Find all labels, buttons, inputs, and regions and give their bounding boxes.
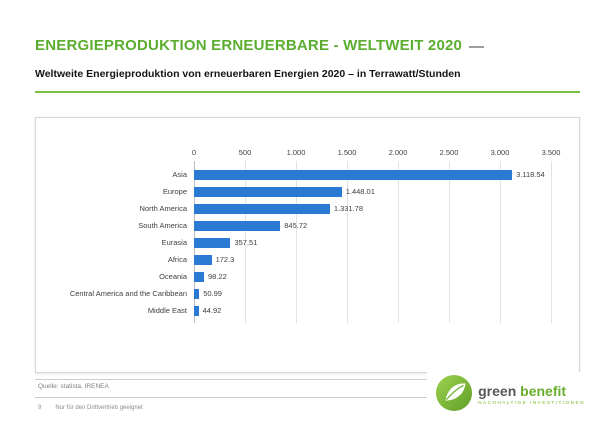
bar-row: 172.3 bbox=[194, 251, 551, 268]
category-labels: Asia Europe North America South America Eura… bbox=[42, 166, 194, 319]
header-divider bbox=[35, 91, 580, 93]
category-label: South America bbox=[138, 220, 187, 230]
source-divider bbox=[35, 379, 580, 380]
value-label: 50.99 bbox=[203, 289, 222, 298]
footer: 9 Nur für den Drittvertrieb geeignet bbox=[38, 405, 143, 411]
bar-row: 845.72 bbox=[194, 217, 551, 234]
value-label: 3.118.54 bbox=[516, 170, 545, 179]
category-label: Asia bbox=[172, 169, 187, 179]
category-label: Central America and the Caribbean bbox=[69, 288, 187, 298]
category-label: Eurasia bbox=[161, 237, 187, 247]
category-label: Africa bbox=[167, 254, 187, 264]
axis-spacer bbox=[42, 148, 194, 161]
bar-chart: 0 500 1.000 1.500 2.000 2.500 3.000 3.500 Asia E… bbox=[42, 148, 560, 323]
value-label: 1.448.01 bbox=[345, 187, 375, 196]
company-logo: green benefit NACHHALTIGE INVESTITIONEN bbox=[427, 372, 585, 418]
bar bbox=[194, 254, 212, 265]
bars-area: 3.118.54 1.448.01 1.331.78 845.72 357.51 172.… bbox=[194, 161, 552, 323]
footer-note: Nur für den Drittvertrieb geeignet bbox=[55, 405, 143, 411]
bar bbox=[194, 203, 330, 214]
page-number: 9 bbox=[38, 405, 42, 411]
gridline bbox=[398, 161, 399, 323]
bar bbox=[194, 288, 200, 299]
value-label: 1.331.78 bbox=[333, 204, 364, 213]
logo-word-green: green bbox=[478, 383, 517, 400]
bar-row: 1.448.01 bbox=[194, 183, 551, 200]
bar bbox=[194, 169, 513, 180]
axis-tick-label: 1.500 bbox=[337, 148, 357, 157]
bar bbox=[194, 186, 342, 197]
gridline bbox=[500, 161, 501, 323]
bar-row: 50.99 bbox=[194, 285, 551, 302]
logo-tagline: NACHHALTIGE INVESTITIONEN bbox=[478, 400, 585, 406]
footer-divider bbox=[35, 397, 580, 398]
value-label: 44.92 bbox=[202, 306, 222, 315]
gridline bbox=[551, 161, 552, 323]
gridline bbox=[296, 161, 297, 323]
bar-row: 3.118.54 bbox=[194, 166, 551, 183]
bar-row: 357.51 bbox=[194, 234, 551, 251]
category-label: North America bbox=[139, 203, 187, 213]
leaf-globe-icon bbox=[435, 374, 473, 417]
bar bbox=[194, 271, 205, 282]
axis-tick-label: 3.500 bbox=[541, 148, 561, 157]
category-label: Europe bbox=[162, 186, 187, 196]
x-axis-ticks: 0 500 1.000 1.500 2.000 2.500 3.000 3.500 bbox=[191, 148, 560, 161]
logo-text: green benefit NACHHALTIGE INVESTITIONEN bbox=[478, 384, 585, 406]
axis-tick-label: 3.000 bbox=[490, 148, 510, 157]
axis-tick-label: 1.000 bbox=[286, 148, 306, 157]
bar-row: 1.331.78 bbox=[194, 200, 551, 217]
plot-area: Asia Europe North America South America Eura… bbox=[42, 161, 552, 323]
bar bbox=[194, 220, 281, 231]
axis-tick-label: 500 bbox=[238, 148, 252, 157]
value-label: 845.72 bbox=[284, 221, 308, 230]
bar bbox=[194, 305, 199, 316]
gridline bbox=[245, 161, 246, 323]
axis-tick-label: 2.000 bbox=[388, 148, 408, 157]
gridline bbox=[449, 161, 450, 323]
x-axis: 0 500 1.000 1.500 2.000 2.500 3.000 3.500 bbox=[42, 148, 560, 161]
page-subtitle: Weltweite Energieproduktion von erneuerb… bbox=[35, 68, 461, 80]
logo-name: green benefit bbox=[478, 384, 585, 399]
logo-word-benefit: benefit bbox=[520, 383, 567, 400]
gridline bbox=[347, 161, 348, 323]
chart-container: 0 500 1.000 1.500 2.000 2.500 3.000 3.500 Asia E… bbox=[35, 117, 580, 373]
value-label: 98.22 bbox=[208, 272, 227, 281]
bar-row: 98.22 bbox=[194, 268, 551, 285]
axis-tick-label: 0 bbox=[191, 148, 197, 157]
source-text: Quelle: statista, IRENEA bbox=[38, 383, 109, 390]
page-title: ENERGIEPRODUKTION ERNEUERBARE - WELTWEIT… bbox=[35, 37, 485, 54]
bar-row: 44.92 bbox=[194, 302, 551, 319]
axis-tick-label: 2.500 bbox=[439, 148, 459, 157]
category-label: Oceania bbox=[159, 271, 187, 281]
category-label: Middle East bbox=[147, 305, 187, 315]
bar bbox=[194, 237, 231, 248]
title-dash-decoration bbox=[469, 46, 485, 48]
value-label: 357.51 bbox=[234, 238, 258, 247]
page-title-text: ENERGIEPRODUKTION ERNEUERBARE - WELTWEIT… bbox=[35, 37, 463, 54]
value-label: 172.3 bbox=[215, 255, 235, 264]
